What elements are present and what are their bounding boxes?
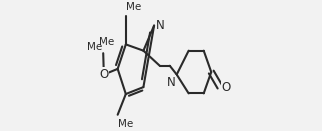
Text: N: N [156,19,165,32]
Text: Me: Me [87,42,103,52]
Text: O: O [222,81,231,94]
Text: N: N [167,76,175,89]
Text: Me: Me [126,2,141,12]
Text: Me: Me [118,119,133,129]
Text: Me: Me [99,37,115,47]
Text: O: O [99,68,109,81]
